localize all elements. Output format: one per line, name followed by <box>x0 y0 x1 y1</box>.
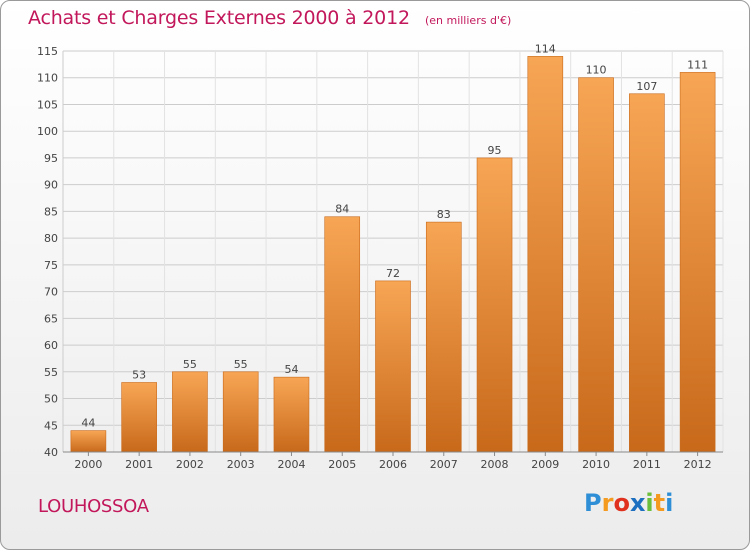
brand-letter: t <box>653 489 666 517</box>
y-tick-label: 80 <box>44 232 58 245</box>
data-label: 72 <box>386 267 400 280</box>
data-label: 110 <box>586 64 607 77</box>
x-tick-label: 2009 <box>531 458 559 471</box>
x-tick-label: 2000 <box>74 458 102 471</box>
brand-letter: x <box>629 489 646 517</box>
y-tick-label: 90 <box>44 179 58 192</box>
bar <box>527 56 564 453</box>
x-tick-label: 2011 <box>633 458 661 471</box>
data-label: 55 <box>183 358 197 371</box>
bar <box>375 280 411 453</box>
chart-title: Achats et Charges Externes 2000 à 2012 <box>28 7 410 29</box>
data-label: 84 <box>335 203 349 216</box>
x-tick-label: 2007 <box>430 458 458 471</box>
y-tick-label: 85 <box>44 205 58 218</box>
x-tick-label: 2003 <box>227 458 255 471</box>
y-tick-label: 75 <box>44 259 58 272</box>
data-label: 44 <box>81 417 95 430</box>
y-tick-label: 105 <box>37 98 58 111</box>
data-label: 111 <box>687 58 708 71</box>
x-tick-label: 2002 <box>176 458 204 471</box>
bar <box>476 157 513 453</box>
data-label: 95 <box>488 144 502 157</box>
brand-logo: Proxiti <box>584 489 673 517</box>
y-tick-label: 45 <box>44 419 58 432</box>
x-tick-label: 2010 <box>582 458 610 471</box>
bar <box>172 371 208 453</box>
brand-letter: i <box>665 489 674 517</box>
x-tick-label: 2001 <box>125 458 153 471</box>
bar <box>222 371 259 453</box>
x-tick-label: 2008 <box>481 458 509 471</box>
y-tick-label: 70 <box>44 286 58 299</box>
bar <box>679 72 716 453</box>
bar <box>578 77 614 453</box>
bar <box>629 93 665 453</box>
brand-letter: P <box>584 489 602 517</box>
title-row: Achats et Charges Externes 2000 à 2012 (… <box>28 7 511 29</box>
data-label: 53 <box>132 368 146 381</box>
brand-letter: i <box>645 489 654 517</box>
data-label: 83 <box>437 208 451 221</box>
x-tick-label: 2012 <box>684 458 712 471</box>
data-label: 54 <box>284 363 298 376</box>
y-tick-label: 115 <box>37 45 58 58</box>
y-tick-label: 55 <box>44 366 58 379</box>
bar <box>425 221 462 453</box>
commune-name: LOUHOSSOA <box>38 496 149 517</box>
chart-subtitle: (en milliers d'€) <box>424 14 512 27</box>
bar <box>121 382 157 453</box>
bar <box>273 376 310 453</box>
data-label: 55 <box>234 358 248 371</box>
data-label: 114 <box>535 42 556 55</box>
y-tick-label: 65 <box>44 312 58 325</box>
x-tick-label: 2005 <box>328 458 356 471</box>
bar <box>324 216 361 453</box>
y-tick-label: 50 <box>44 393 58 406</box>
brand-letter: r <box>601 489 614 517</box>
y-tick-label: 100 <box>37 125 58 138</box>
data-label: 107 <box>636 80 657 93</box>
y-tick-label: 95 <box>44 152 58 165</box>
x-tick-label: 2006 <box>379 458 407 471</box>
y-tick-label: 110 <box>37 72 58 85</box>
bar <box>70 430 107 453</box>
y-tick-label: 40 <box>44 446 58 459</box>
y-tick-label: 60 <box>44 339 58 352</box>
brand-letter: o <box>613 489 630 517</box>
x-tick-label: 2004 <box>277 458 305 471</box>
